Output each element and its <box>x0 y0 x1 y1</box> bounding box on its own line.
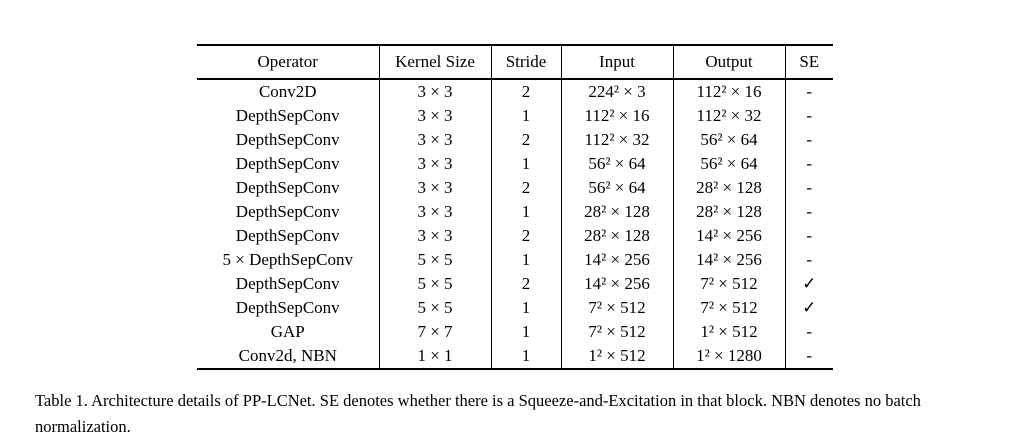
table-cell: 7² × 512 <box>672 272 785 296</box>
table-cell: DepthSepConv <box>235 106 340 125</box>
table-cell: 14² × 256 <box>560 248 673 272</box>
table-cell: 56² × 64 <box>560 152 673 176</box>
table-cell: - <box>784 152 833 176</box>
table-cell: 224² × 3 <box>560 79 673 104</box>
table-cell: 3 × 3 <box>378 176 491 200</box>
table-cell: 14² × 256 <box>560 272 673 296</box>
table-cell: DepthSepConv <box>235 274 340 293</box>
table-cell: 28² × 128 <box>672 200 785 224</box>
col-header-stride: Stride <box>490 45 561 80</box>
table-header: Operator Kernel Size Stride Input Output… <box>197 45 833 80</box>
table-cell: 1² × 1280 <box>672 344 785 369</box>
table-row: Conv2d, NBN 1 × 1 1 1² × 512 1² × 1280- <box>197 344 833 369</box>
table-cell: Conv2D <box>258 82 317 101</box>
table-cell: 3 × 3 <box>378 152 491 176</box>
table-cell: 7 × 7 <box>378 320 491 344</box>
table-cell: 3 × 3 <box>378 104 491 128</box>
table-cell: 56² × 64 <box>672 128 785 152</box>
table-row: 5 × DepthSepConv 5 × 5 1 14² × 256 14² × 256… <box>197 248 833 272</box>
table-cell: DepthSepConv <box>235 178 340 197</box>
table-row: DepthSepConv 3 × 3 2 56² × 64 28² × 128- <box>197 176 833 200</box>
col-header-se: SE <box>784 45 833 80</box>
table-cell: 5 × 5 <box>378 272 491 296</box>
table-cell: 2 <box>490 272 561 296</box>
table-row: DepthSepConv 3 × 3 1 112² × 16 112² × 32- <box>197 104 833 128</box>
table-cell: GAP <box>270 322 305 341</box>
table-cell: 28² × 128 <box>560 224 673 248</box>
table-cell: ✓ <box>784 296 833 320</box>
col-header-input: Input <box>560 45 673 80</box>
table-cell: 14² × 256 <box>672 248 785 272</box>
table-cell: 14² × 256 <box>672 224 785 248</box>
table-cell: 56² × 64 <box>560 176 673 200</box>
table-cell: 28² × 128 <box>560 200 673 224</box>
table-cell: 1² × 512 <box>672 320 785 344</box>
table-cell: 112² × 16 <box>560 104 673 128</box>
table-cell: 112² × 32 <box>672 104 785 128</box>
table-cell: 5 × 5 <box>378 248 491 272</box>
table-cell: 2 <box>490 176 561 200</box>
table-cell: DepthSepConv <box>235 154 340 173</box>
table-cell: 1 <box>490 200 561 224</box>
architecture-table: Operator Kernel Size Stride Input Output… <box>197 44 833 370</box>
table-cell: 3 × 3 <box>378 79 491 104</box>
table-cell: 5 × 5 <box>378 296 491 320</box>
table-cell: 112² × 32 <box>560 128 673 152</box>
table-cell: 1 × 1 <box>378 344 491 369</box>
table-cell: 1 <box>490 152 561 176</box>
table-cell: 112² × 16 <box>672 79 785 104</box>
table-cell: - <box>784 248 833 272</box>
table-cell: 2 <box>490 79 561 104</box>
table-cell: - <box>784 128 833 152</box>
table-row: DepthSepConv 3 × 3 2 28² × 128 14² × 256- <box>197 224 833 248</box>
col-header-operator: Operator <box>197 45 379 80</box>
table-cell: - <box>784 224 833 248</box>
table-cell: - <box>784 200 833 224</box>
table-cell: - <box>784 320 833 344</box>
table-cell: Conv2d, NBN <box>238 346 337 365</box>
table-row: Conv2D 3 × 3 2 224² × 3 112² × 16- <box>197 79 833 104</box>
table-cell: 7² × 512 <box>560 296 673 320</box>
table-cell: 2 <box>490 128 561 152</box>
table-row: DepthSepConv 5 × 5 1 7² × 512 7² × 512 ✓ <box>197 296 833 320</box>
table-row: DepthSepConv 3 × 3 1 56² × 64 56² × 64- <box>197 152 833 176</box>
table-cell: - <box>784 79 833 104</box>
table-row: DepthSepConv 3 × 3 1 28² × 128 28² × 128- <box>197 200 833 224</box>
table-cell: 2 <box>490 224 561 248</box>
table-cell: 56² × 64 <box>672 152 785 176</box>
table-cell: ✓ <box>784 272 833 296</box>
col-header-kernel-size: Kernel Size <box>378 45 491 80</box>
table-row: DepthSepConv 5 × 5 2 14² × 256 7² × 512 ✓ <box>197 272 833 296</box>
table-cell: 7² × 512 <box>560 320 673 344</box>
table-cell: DepthSepConv <box>235 202 340 221</box>
table-row: DepthSepConv 3 × 3 2 112² × 32 56² × 64- <box>197 128 833 152</box>
table-cell: DepthSepConv <box>235 130 340 149</box>
col-header-output: Output <box>672 45 785 80</box>
table-cell: 3 × 3 <box>378 200 491 224</box>
table-cell: 1 <box>490 296 561 320</box>
table-cell: 1² × 512 <box>560 344 673 369</box>
table-cell: - <box>784 176 833 200</box>
table-cell: 3 × 3 <box>378 224 491 248</box>
table-body: Conv2D 3 × 3 2 224² × 3 112² × 16- DepthSepCo… <box>197 79 833 369</box>
table-cell: DepthSepConv <box>235 226 340 245</box>
table-cell: 1 <box>490 344 561 369</box>
table-caption: Table 1. Architecture details of PP-LCNe… <box>35 391 921 436</box>
table-cell: 1 <box>490 320 561 344</box>
table-cell: - <box>784 344 833 369</box>
table-cell: 28² × 128 <box>672 176 785 200</box>
table-header-row: Operator Kernel Size Stride Input Output… <box>197 45 833 80</box>
table-cell: 1 <box>490 248 561 272</box>
table-cell: 1 <box>490 104 561 128</box>
table-cell: 5 × DepthSepConv <box>222 250 353 269</box>
table-cell: - <box>784 104 833 128</box>
table-row: GAP 7 × 7 1 7² × 512 1² × 512- <box>197 320 833 344</box>
table-cell: 7² × 512 <box>672 296 785 320</box>
table-cell: DepthSepConv <box>235 298 340 317</box>
table-cell: 3 × 3 <box>378 128 491 152</box>
